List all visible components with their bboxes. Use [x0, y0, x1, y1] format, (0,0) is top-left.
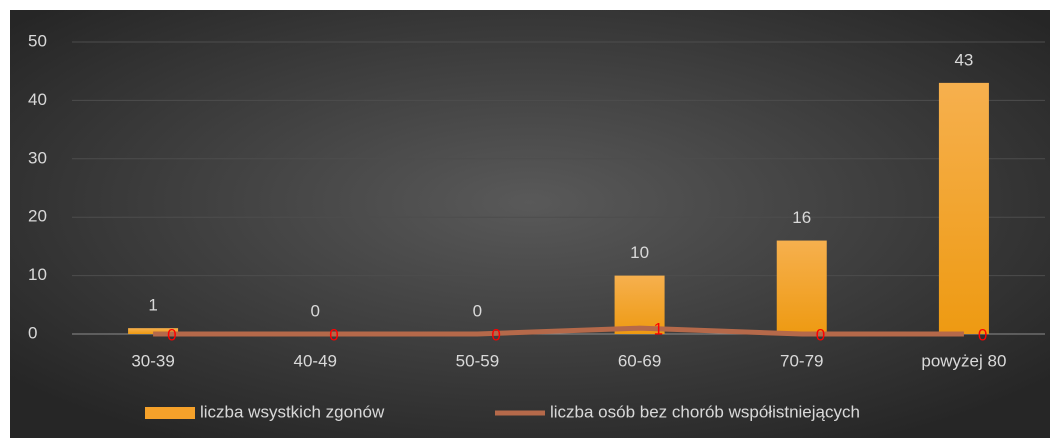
data-label: 10: [630, 243, 649, 262]
bar: [776, 240, 827, 334]
bar: [614, 275, 665, 334]
y-tick-label: 20: [28, 207, 47, 226]
data-label: 0: [978, 325, 987, 344]
data-label: 0: [311, 301, 320, 320]
line: [153, 325, 964, 337]
y-tick-label: 10: [28, 265, 47, 284]
data-label: 1: [654, 320, 663, 339]
data-label: 0: [491, 325, 500, 344]
y-tick-label: 50: [28, 31, 47, 50]
x-tick-label: 30-39: [131, 351, 174, 370]
data-label: 0: [329, 325, 338, 344]
x-tick-label: 70-79: [780, 351, 823, 370]
bar: [938, 82, 989, 334]
x-tick-label: 60-69: [618, 351, 661, 370]
x-tick-label: powyżej 80: [921, 351, 1006, 370]
data-label: 1: [148, 296, 157, 315]
y-tick-label: 40: [28, 90, 47, 109]
bar: [128, 328, 179, 334]
data-label: 0: [473, 301, 482, 320]
legend-label: liczba wsystkich zgonów: [200, 402, 385, 421]
legend-swatch: [145, 407, 195, 419]
y-tick-label: 0: [28, 323, 37, 342]
data-label: 0: [816, 325, 825, 344]
y-tick-label: 30: [28, 148, 47, 167]
data-label: 43: [954, 50, 973, 69]
legend-label: liczba osób bez chorób współistniejących: [550, 402, 860, 421]
data-label: 0: [167, 325, 176, 344]
data-label: 16: [792, 208, 811, 227]
x-tick-label: 40-49: [294, 351, 337, 370]
x-tick-label: 50-59: [456, 351, 499, 370]
chart-background: [10, 10, 1050, 438]
